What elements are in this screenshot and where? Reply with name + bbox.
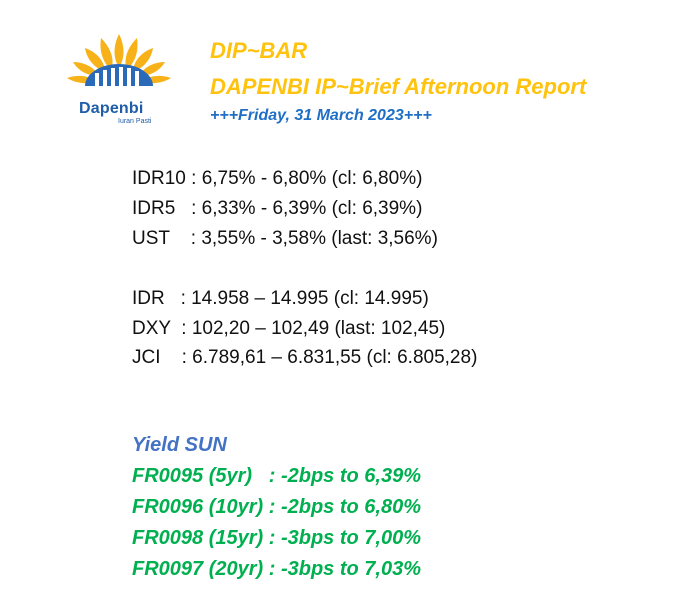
rate-row-ust: UST : 3,55% - 3,58% (last: 3,56%) <box>132 228 438 250</box>
market-label: DXY <box>132 318 182 339</box>
yield-row-fr0097: FR0097 (20yr) : -3bps to 7,03% <box>132 558 421 581</box>
rate-value: : 6,75% - 6,80% (cl: 6,80%) <box>191 168 423 189</box>
yield-value: : -3bps to 7,00% <box>268 527 422 549</box>
market-value: : 14.958 – 14.995 (cl: 14.995) <box>180 288 429 309</box>
rate-label: UST <box>132 228 191 249</box>
market-label: IDR <box>132 288 181 309</box>
market-label: JCI <box>132 347 182 368</box>
market-value: : 102,20 – 102,49 (last: 102,45) <box>181 318 446 339</box>
report-date: +++Friday, 31 March 2023+++ <box>210 107 432 124</box>
logo-name: Dapenbi <box>79 100 144 117</box>
market-row-jci: JCI : 6.789,61 – 6.831,55 (cl: 6.805,28) <box>132 347 477 369</box>
market-row-idr: IDR : 14.958 – 14.995 (cl: 14.995) <box>132 288 429 310</box>
rate-row-idr5: IDR5 : 6,33% - 6,39% (cl: 6,39%) <box>132 198 422 220</box>
yield-value: : -3bps to 7,03% <box>268 558 422 580</box>
rate-row-idr10: IDR10 : 6,75% - 6,80% (cl: 6,80%) <box>132 168 422 190</box>
yield-sun-heading: Yield SUN <box>132 434 227 456</box>
yield-label: FR0095 (5yr) <box>132 465 269 487</box>
rate-value: : 3,55% - 3,58% (last: 3,56%) <box>190 228 438 249</box>
yield-value: : -2bps to 6,80% <box>268 496 422 518</box>
rate-label: IDR10 <box>132 168 192 189</box>
sunflower-logo-icon <box>67 34 171 86</box>
yield-value: : -2bps to 6,39% <box>268 465 421 487</box>
report-subtitle: DAPENBI IP~Brief Afternoon Report <box>210 74 587 99</box>
yield-label: FR0098 (15yr) <box>132 527 269 549</box>
logo-tagline: Iuran Pasti <box>118 118 152 125</box>
report-title: DIP~BAR <box>210 38 308 63</box>
yield-label: FR0097 (20yr) <box>132 558 269 580</box>
yield-label: FR0096 (10yr) <box>132 496 269 518</box>
rate-label: IDR5 <box>132 198 192 219</box>
rate-value: : 6,33% - 6,39% (cl: 6,39%) <box>191 198 423 219</box>
dapenbi-logo: Dapenbi Iuran Pasti <box>55 26 183 130</box>
yield-row-fr0095: FR0095 (5yr) : -2bps to 6,39% <box>132 465 421 488</box>
yield-row-fr0098: FR0098 (15yr) : -3bps to 7,00% <box>132 527 421 550</box>
yield-row-fr0096: FR0096 (10yr) : -2bps to 6,80% <box>132 496 421 519</box>
market-row-dxy: DXY : 102,20 – 102,49 (last: 102,45) <box>132 318 445 340</box>
market-value: : 6.789,61 – 6.831,55 (cl: 6.805,28) <box>181 347 478 368</box>
